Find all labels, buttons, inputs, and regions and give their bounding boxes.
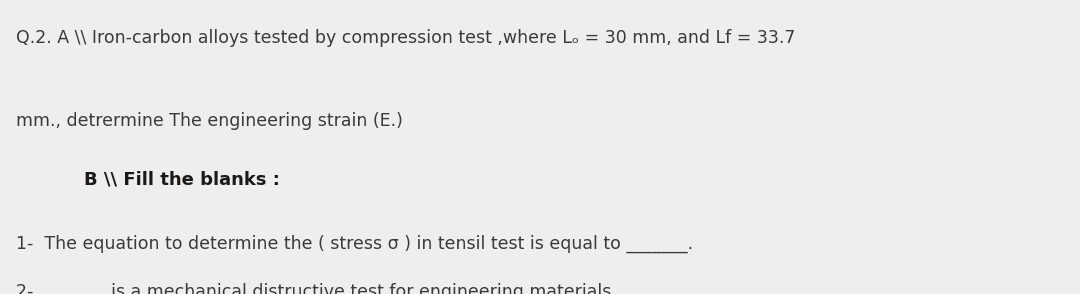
Text: Q.2. A \\ Iron-carbon alloys tested by compression test ,where Lₒ = 30 mm, and L: Q.2. A \\ Iron-carbon alloys tested by c… [16,29,796,47]
Text: 2-  _______ is a mechanical distructive test for engineering materials .: 2- _______ is a mechanical distructive t… [16,282,622,294]
Text: 1-  The equation to determine the ( stress σ ) in tensil test is equal to ______: 1- The equation to determine the ( stres… [16,235,693,253]
Text: mm., detrermine The engineering strain (E.): mm., detrermine The engineering strain (… [16,112,403,130]
Text: B \\ Fill the blanks :: B \\ Fill the blanks : [59,171,281,188]
